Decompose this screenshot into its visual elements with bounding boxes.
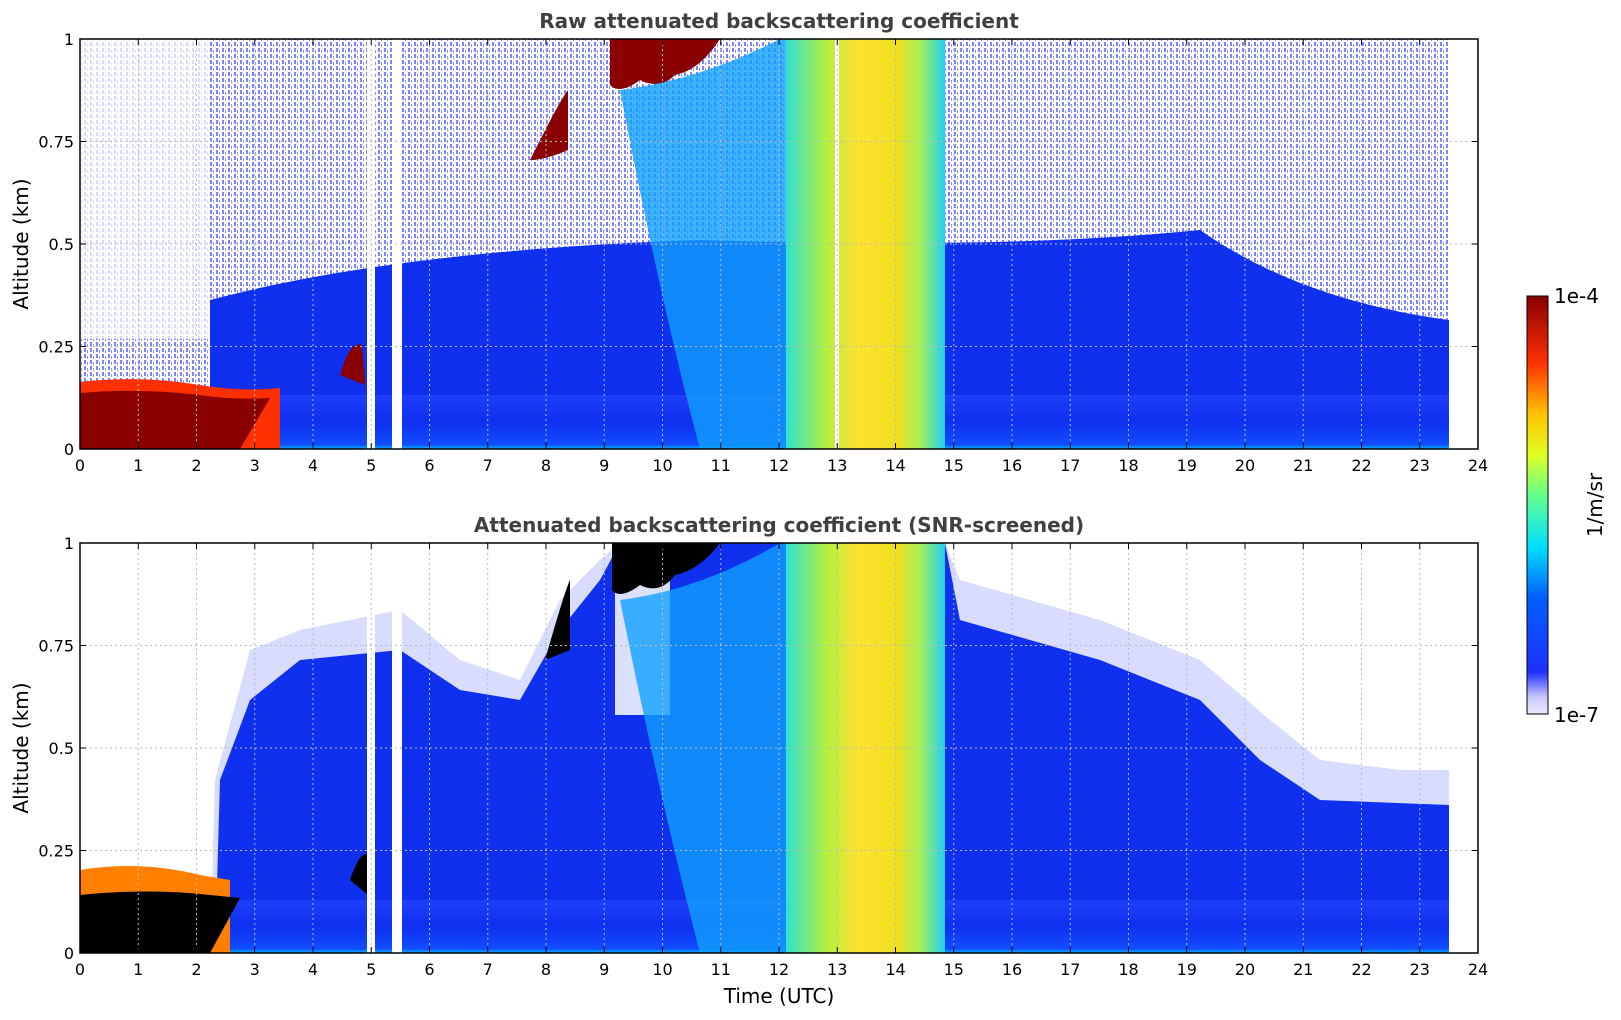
x-tick-label: 12: [769, 456, 789, 475]
x-tick-label: 16: [1002, 960, 1022, 979]
x-tick-label: 10: [652, 960, 672, 979]
colorbar-min-label: 1e-7: [1554, 703, 1599, 727]
x-tick-label: 19: [1177, 456, 1197, 475]
panel-screened: Attenuated backscattering coefficient (S…: [9, 513, 1488, 1008]
x-tick-label: 18: [1118, 456, 1138, 475]
x-tick-label: 3: [250, 456, 260, 475]
panel-raw: Raw attenuated backscattering coefficien…: [9, 9, 1488, 475]
y-tick-label: 0.5: [49, 235, 74, 254]
x-tick-label: 24: [1468, 456, 1488, 475]
x-tick-label: 22: [1351, 456, 1371, 475]
colorbar-unit-label: 1/m/sr: [1583, 472, 1607, 537]
x-tick-label: 9: [599, 456, 609, 475]
colorbar-max-label: 1e-4: [1554, 284, 1599, 308]
panel-2-title: Attenuated backscattering coefficient (S…: [474, 513, 1084, 537]
x-tick-label: 4: [308, 456, 318, 475]
x-tick-label: 22: [1351, 960, 1371, 979]
clear-sky-early: [80, 39, 210, 339]
x-tick-label: 24: [1468, 960, 1488, 979]
y-tick-label: 1: [64, 534, 74, 553]
colorbar-gradient: [1526, 295, 1549, 715]
y-tick-label: 0: [64, 440, 74, 459]
grid-screened: [80, 543, 1478, 953]
x-tick-label: 1: [133, 960, 143, 979]
x-tick-label: 17: [1060, 960, 1080, 979]
x-tick-label: 3: [250, 960, 260, 979]
y-tick-label: 0.25: [38, 842, 74, 861]
cloud-patch-8h: [530, 90, 568, 160]
y-axis-label-raw: Altitude (km): [9, 178, 33, 309]
x-tick-label: 4: [308, 960, 318, 979]
x-tick-label: 17: [1060, 456, 1080, 475]
x-tick-label: 6: [424, 456, 434, 475]
x-tick-label: 14: [885, 456, 905, 475]
y-tick-label: 1: [64, 30, 74, 49]
panel-1-title: Raw attenuated backscattering coefficien…: [539, 9, 1019, 33]
x-tick-label: 8: [541, 456, 551, 475]
x-tick-label: 23: [1410, 960, 1430, 979]
y-tick-label: 0.75: [38, 133, 74, 152]
x-tick-label: 0: [75, 960, 85, 979]
y-tick-label: 0: [64, 944, 74, 963]
x-tick-label: 11: [711, 456, 731, 475]
y-tick-label: 0.5: [49, 739, 74, 758]
x-tick-label: 7: [483, 960, 493, 979]
colorbar: 1e-4 1e-7 1/m/sr: [1526, 284, 1607, 727]
x-tick-label: 21: [1293, 960, 1313, 979]
x-tick-label: 2: [191, 960, 201, 979]
x-tick-label: 11: [711, 960, 731, 979]
saturated-cloud-top: [612, 543, 720, 594]
x-tick-label: 8: [541, 960, 551, 979]
x-tick-label: 7: [483, 456, 493, 475]
x-tick-label: 20: [1235, 960, 1255, 979]
saturated-low-layer: [80, 891, 240, 953]
x-tick-label: 9: [599, 960, 609, 979]
x-tick-label: 15: [944, 456, 964, 475]
cloud-top-10h: [610, 39, 720, 89]
x-tick-label: 5: [366, 960, 376, 979]
x-tick-label: 5: [366, 456, 376, 475]
y-tick-label: 0.75: [38, 637, 74, 656]
x-tick-label: 16: [1002, 456, 1022, 475]
cloud-patch-4-8h: [340, 344, 365, 385]
x-tick-label: 13: [827, 960, 847, 979]
saturated-patch-4-8h: [350, 854, 368, 895]
x-tick-label: 1: [133, 456, 143, 475]
x-tick-label: 6: [424, 960, 434, 979]
x-tick-label: 18: [1118, 960, 1138, 979]
saturated-patch-8h: [545, 580, 570, 660]
x-tick-label: 2: [191, 456, 201, 475]
x-axis-label: Time (UTC): [723, 984, 835, 1008]
x-tick-label: 21: [1293, 456, 1313, 475]
x-axis-screened: 0 1 2 3 4 5 6 7 8 9 10 11 12 13 14 15 16 17 18 19 20 21 22 23 24: [75, 543, 1488, 979]
y-axis-screened: 0 0.25 0.5 0.75 1: [38, 534, 1478, 963]
x-axis-raw: 0 1 2 3 4 5 6 7 8 9 10 11 12 13 14 15 16 17 18 19 20 21 22 23 24: [75, 39, 1488, 475]
x-tick-label: 15: [944, 960, 964, 979]
y-axis-label-screened: Altitude (km): [9, 682, 33, 813]
x-tick-label: 12: [769, 960, 789, 979]
low-layer-core: [80, 390, 270, 449]
y-tick-label: 0.25: [38, 338, 74, 357]
x-tick-label: 19: [1177, 960, 1197, 979]
grid-raw: [80, 39, 1478, 449]
x-tick-label: 0: [75, 456, 85, 475]
x-tick-label: 20: [1235, 456, 1255, 475]
x-tick-label: 10: [652, 456, 672, 475]
x-tick-label: 14: [885, 960, 905, 979]
y-axis-raw: 0 0.25 0.5 0.75 1: [38, 30, 1478, 459]
x-tick-label: 13: [827, 456, 847, 475]
x-tick-label: 23: [1410, 456, 1430, 475]
